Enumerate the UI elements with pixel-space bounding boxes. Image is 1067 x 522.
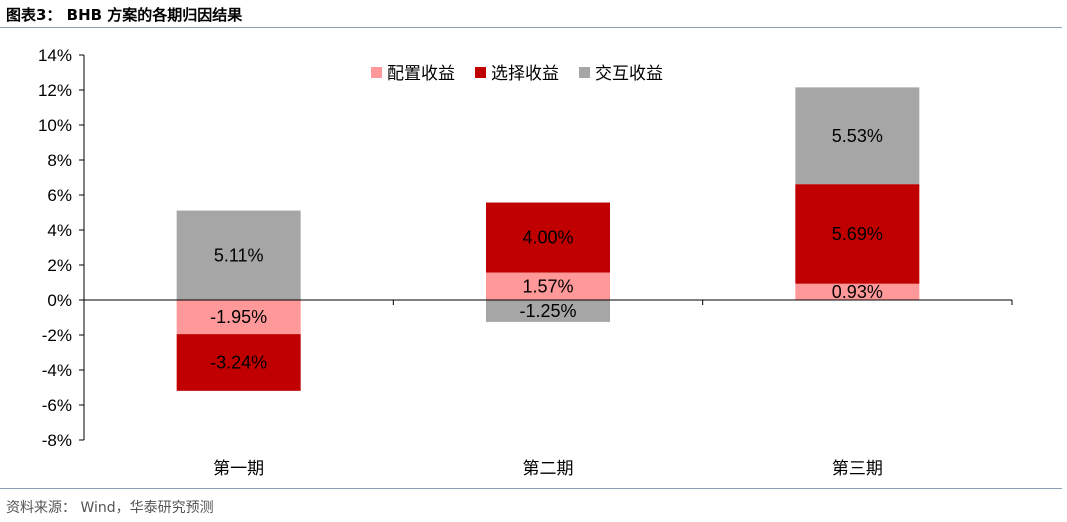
legend-label-3: 交互收益 (595, 64, 663, 84)
figure-title: 图表3： BHB 方案的各期归因结果 (6, 6, 243, 24)
x-category-label-1: 第一期 (213, 459, 264, 479)
y-tick-label-6: 4% (47, 221, 72, 240)
y-tick-label-11: 14% (38, 46, 72, 65)
data-label-2-3: -1.25% (519, 301, 576, 321)
bar-3-2 (795, 184, 920, 284)
x-category-label-3: 第三期 (832, 459, 883, 479)
bars-layer (176, 87, 920, 391)
stacked-bar-chart: -8% -6% -4% -2% 0% 2% 4% 6% 8% 10% 12% 14% 第一期 第二期 第三期… (38, 46, 1013, 479)
data-label-1-3: 5.11% (214, 245, 264, 265)
data-label-3-2: 5.69% (832, 224, 883, 244)
y-tick-label-4: 0% (47, 291, 72, 310)
bar-1-1 (176, 300, 301, 335)
legend-swatch-1 (371, 67, 382, 78)
y-tick-label-9: 10% (38, 116, 72, 135)
data-label-2-2: 4.00% (522, 228, 573, 248)
bar-1-3 (176, 210, 301, 300)
x-category-label-2: 第二期 (523, 459, 574, 479)
bar-3-3 (795, 87, 920, 185)
data-label-1-1: -1.95% (210, 307, 267, 327)
legend-label-1: 配置收益 (387, 64, 455, 84)
data-label-2-1: 1.57% (522, 276, 573, 296)
y-tick-label-7: 6% (47, 186, 72, 205)
y-tick-label-1: -6% (42, 396, 72, 415)
bar-2-1 (486, 272, 610, 300)
data-label-1-2: -3.24% (210, 352, 267, 372)
y-tick-label-10: 12% (38, 81, 72, 100)
legend-swatch-2 (475, 67, 486, 78)
bar-3-1 (795, 283, 920, 300)
legend: 配置收益 选择收益 交互收益 (371, 64, 663, 84)
y-tick-label-5: 2% (47, 256, 72, 275)
data-label-3-1: 0.93% (832, 282, 883, 302)
data-labels-layer: -1.95% -3.24% 5.11% 1.57% 4.00% -1.25% 0.93% 5.… (210, 126, 883, 373)
y-tick-label-3: -2% (42, 326, 72, 345)
bar-2-2 (486, 202, 610, 273)
y-tick-label-0: -8% (42, 431, 72, 450)
data-label-3-3: 5.53% (832, 126, 883, 146)
y-tick-label-8: 8% (47, 151, 72, 170)
legend-swatch-3 (579, 67, 590, 78)
axes-layer: -8% -6% -4% -2% 0% 2% 4% 6% 8% 10% 12% 14% 第一期 第二期 第三期 (38, 46, 1013, 479)
title-divider (0, 27, 1062, 28)
y-tick-label-2: -4% (42, 361, 72, 380)
bar-2-3 (486, 300, 610, 322)
source-note: 资料来源： Wind，华泰研究预测 (6, 500, 214, 516)
bar-1-2 (176, 334, 301, 391)
legend-label-2: 选择收益 (491, 64, 559, 84)
footer-divider (0, 488, 1062, 489)
